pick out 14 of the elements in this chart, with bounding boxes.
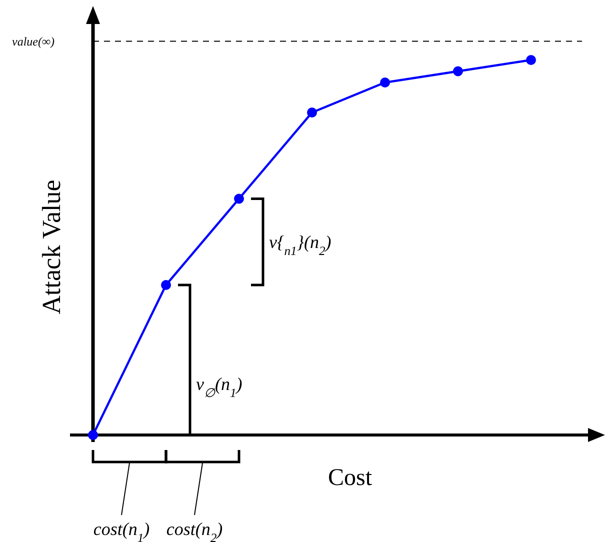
ref-line-label: value(∞)	[12, 34, 55, 48]
point	[234, 194, 244, 204]
y-axis-title: Attack Value	[37, 180, 66, 314]
x-axis-title: Cost	[328, 465, 372, 491]
point	[161, 280, 171, 290]
text: cost(n$_{1}$)	[93, 519, 150, 542]
point	[380, 78, 390, 88]
point	[307, 108, 317, 118]
point	[526, 55, 536, 65]
annotation: v$_{∅}$(n$_{1}$)	[196, 374, 242, 400]
text: cost(n$_{2}$)	[166, 519, 223, 542]
annotation: v{$_{n1}$}(n$_{2}$)	[269, 232, 332, 258]
point	[453, 66, 463, 76]
point	[88, 430, 98, 440]
